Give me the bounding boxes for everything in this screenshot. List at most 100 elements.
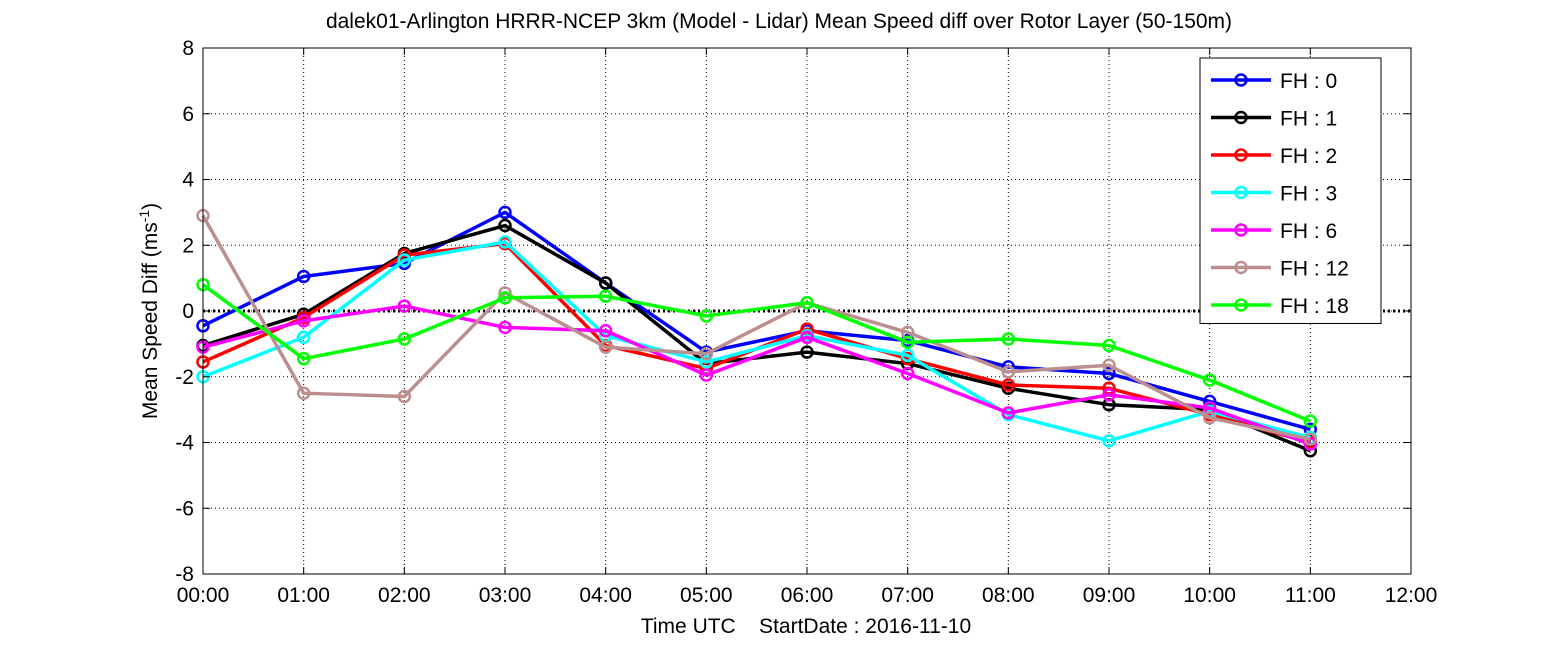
- legend-label: FH : 18: [1280, 295, 1349, 318]
- data-point: [1001, 365, 1016, 379]
- data-point: [699, 368, 714, 382]
- data-point: [397, 299, 412, 313]
- data-point: [598, 340, 613, 354]
- data-point: [296, 351, 311, 366]
- data-point: [1102, 358, 1116, 372]
- data-point: [1102, 388, 1116, 402]
- legend-swatch-marker: [1234, 223, 1248, 237]
- y-tick-label: 6: [182, 103, 194, 126]
- data-point: [498, 218, 512, 233]
- x-tick-label: 01:00: [277, 584, 330, 607]
- y-axis-label-superscript: -1: [136, 210, 152, 223]
- data-point: [498, 205, 512, 220]
- data-point: [1001, 406, 1016, 420]
- x-tick-label: 06:00: [781, 584, 834, 607]
- y-tick-label: 0: [182, 300, 194, 323]
- data-point: [296, 314, 311, 328]
- y-tick-labels: -8 -6 -4 -2 0 2 4 6 8: [175, 37, 194, 586]
- data-point: [1102, 366, 1116, 381]
- legend-label: FH : 1: [1280, 108, 1337, 131]
- y-tick-label: 2: [182, 234, 194, 257]
- grid-lines: [203, 48, 1411, 574]
- data-point: [699, 346, 714, 361]
- x-tick-label: 02:00: [378, 584, 431, 607]
- legend-swatch-marker: [1234, 185, 1248, 200]
- series-line: [202, 240, 1311, 443]
- legend-swatch-marker: [1234, 260, 1248, 275]
- data-point: [800, 296, 814, 310]
- data-point: [1102, 434, 1116, 448]
- legend-label: FH : 12: [1280, 258, 1349, 281]
- data-point: [397, 389, 412, 404]
- series-line: [201, 283, 1311, 423]
- data-point: [397, 332, 412, 346]
- x-tick-label: 03:00: [479, 584, 532, 607]
- series: [196, 277, 1318, 428]
- legend-item: FH : 0: [1211, 70, 1337, 93]
- legend-label: FH : 3: [1280, 183, 1337, 206]
- y-tick-label: -6: [175, 497, 194, 520]
- data-point: [598, 276, 613, 290]
- data-point: [800, 345, 814, 359]
- legend-item: FH : 1: [1211, 108, 1337, 131]
- data-point: [900, 366, 915, 381]
- data-point: [699, 355, 714, 369]
- x-tick-label: 11:00: [1285, 584, 1336, 607]
- data-point: [1303, 414, 1318, 428]
- x-tick-label: 08:00: [982, 584, 1035, 607]
- legend-swatch-marker: [1234, 73, 1248, 87]
- y-tick-label: -2: [175, 366, 194, 389]
- data-point: [296, 386, 311, 400]
- legend-item: FH : 12: [1211, 258, 1349, 281]
- chart-title: dalek01-Arlington HRRR-NCEP 3km (Model -…: [326, 10, 1232, 33]
- data-point: [1001, 332, 1016, 346]
- legend-item: FH : 6: [1211, 220, 1337, 243]
- series-line: [202, 304, 1311, 446]
- y-axis-label: Mean Speed Diff (ms-1): [136, 203, 162, 419]
- legend-swatch-marker: [1234, 110, 1248, 125]
- x-tick-label: 04:00: [579, 584, 632, 607]
- x-tick-labels: 00:00 01:00 02:00 03:00 04:00 05:00 06:00 07:00…: [177, 584, 1438, 607]
- y-axis-label-close: ): [139, 203, 162, 210]
- y-axis-label-main: Mean Speed Diff (ms: [139, 222, 162, 419]
- data-point: [296, 269, 311, 284]
- y-tick-label: 4: [182, 169, 194, 192]
- data-point: [800, 330, 814, 345]
- series-group: [196, 205, 1318, 458]
- x-tick-label: 10:00: [1183, 584, 1236, 607]
- x-tick-label: 07:00: [881, 584, 934, 607]
- x-axis-label: Time UTC StartDate : 2016-11-10: [641, 615, 971, 638]
- legend-swatch-marker: [1234, 148, 1248, 162]
- legend-label: FH : 2: [1280, 145, 1337, 168]
- data-point: [498, 235, 512, 249]
- legend-item: FH : 2: [1211, 145, 1337, 168]
- y-tick-label: 8: [182, 37, 194, 60]
- data-point: [1001, 378, 1016, 392]
- legend-swatch-marker: [1234, 298, 1248, 312]
- data-point: [1202, 411, 1217, 425]
- data-point: [498, 291, 512, 305]
- x-tick-label: 05:00: [680, 584, 733, 607]
- legend-label: FH : 0: [1280, 70, 1337, 93]
- legend-item: FH : 3: [1211, 183, 1337, 206]
- legend-item: FH : 18: [1211, 295, 1349, 318]
- x-tick-label: 00:00: [177, 584, 230, 607]
- legend: FH : 0 FH : 1 FH : 2 FH : 3 FH : 6 FH : 12 FH …: [1199, 57, 1382, 324]
- axis-ticks: [202, 47, 1412, 575]
- x-tick-label: 12:00: [1385, 584, 1438, 607]
- data-point: [296, 330, 311, 345]
- data-point: [598, 323, 613, 338]
- y-tick-label: -4: [175, 432, 194, 455]
- series-line: [201, 214, 1311, 441]
- data-point: [900, 335, 915, 349]
- y-tick-label: -8: [175, 563, 194, 586]
- data-point: [1303, 432, 1318, 446]
- data-point: [900, 348, 915, 363]
- data-point: [699, 309, 714, 323]
- x-tick-label: 09:00: [1083, 584, 1136, 607]
- legend-label: FH : 6: [1280, 220, 1337, 243]
- data-point: [498, 320, 512, 335]
- data-point: [397, 253, 412, 267]
- data-point: [598, 289, 613, 303]
